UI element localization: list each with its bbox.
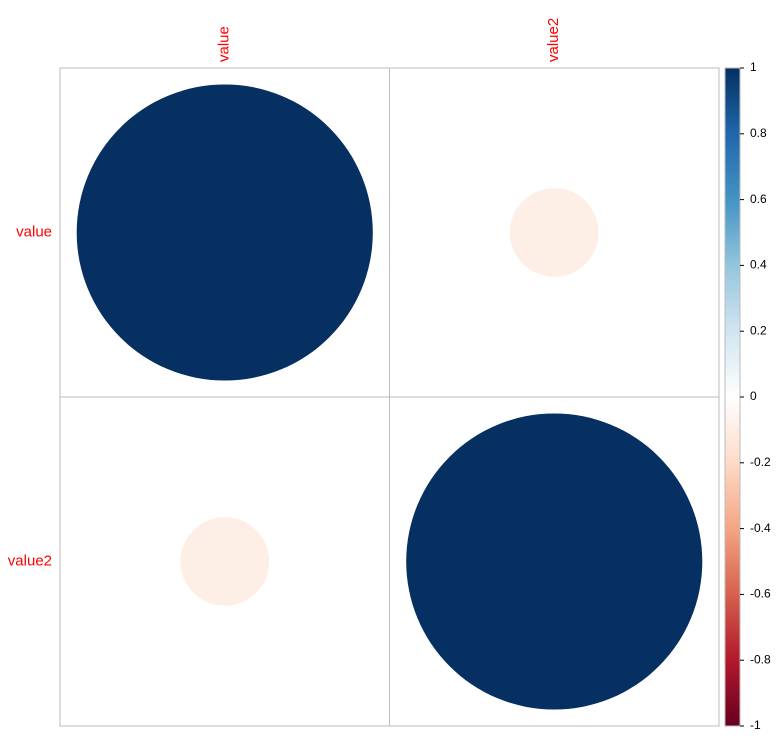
corr-circle [406, 413, 703, 710]
colorbar-tick-label: -0.6 [750, 587, 771, 601]
corr-circle [180, 517, 270, 606]
row-label: value [16, 223, 52, 240]
column-label: value [216, 26, 233, 62]
colorbar-tick-label: 0 [750, 389, 757, 403]
corr-circle [509, 188, 599, 277]
column-label: value2 [545, 18, 562, 62]
corr-circle [76, 84, 373, 381]
row-label: value2 [8, 552, 52, 569]
colorbar [724, 67, 741, 727]
colorbar-tick-label: 0.2 [750, 323, 767, 337]
colorbar-tick-label: -0.2 [750, 455, 771, 469]
colorbar-tick-label: 1 [750, 60, 757, 74]
colorbar-tick-label: 0.6 [750, 192, 767, 206]
colorbar-tick-label: -1 [750, 718, 761, 732]
colorbar-tick-label: -0.8 [750, 652, 771, 666]
colorbar-tick-label: 0.4 [750, 258, 767, 272]
colorbar-tick-label: 0.8 [750, 126, 767, 140]
colorbar-tick-label: -0.4 [750, 521, 771, 535]
